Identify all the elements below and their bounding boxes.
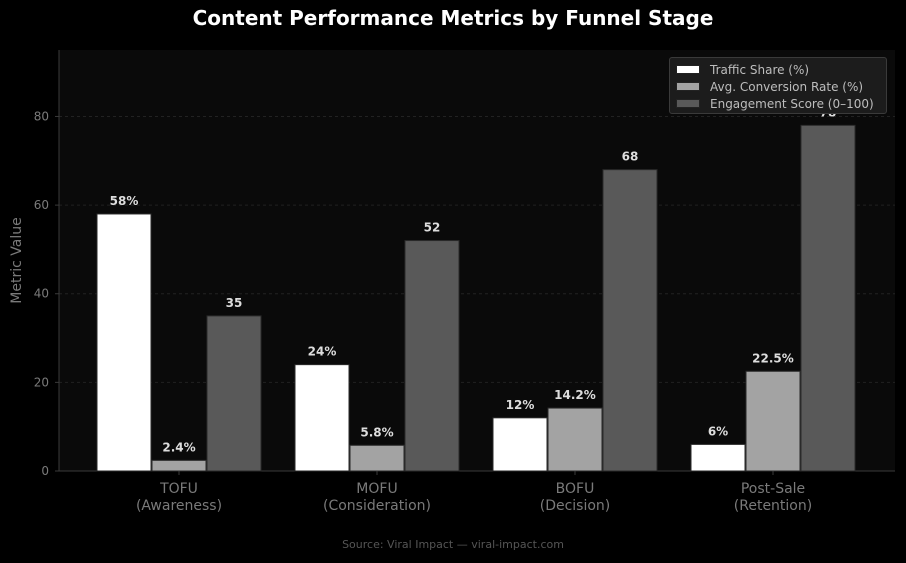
bar-4-series-3 [800, 124, 856, 472]
x-tick-label: (Consideration) [323, 498, 431, 514]
bar-3-series-3 [602, 169, 658, 472]
data-label: 24% [308, 345, 337, 359]
x-tick-label: (Decision) [540, 498, 611, 514]
bar-1-series-1 [96, 213, 152, 472]
legend-swatch-engagement-score [676, 99, 700, 108]
legend-item-engagement-score: Engagement Score (0–100) [676, 95, 880, 112]
bar-1-series-3 [206, 315, 262, 472]
legend-item-traffic-share: Traffic Share (%) [676, 61, 880, 78]
chart-source-note: Source: Viral Impact — viral-impact.com [342, 538, 564, 551]
x-tick-label: (Awareness) [136, 498, 222, 514]
legend-swatch-traffic-share [676, 65, 700, 74]
x-tick-label: TOFU [159, 481, 198, 497]
legend-item-conversion-rate: Avg. Conversion Rate (%) [676, 78, 880, 95]
y-tick-label: 60 [34, 198, 49, 212]
bar-2-series-1 [294, 364, 350, 472]
bar-2-series-3 [404, 240, 460, 472]
data-label: 14.2% [554, 388, 596, 402]
x-tick-label: MOFU [356, 481, 397, 497]
data-label: 5.8% [360, 425, 393, 439]
bar-1-series-2 [151, 459, 207, 472]
bar-3-series-1 [492, 417, 548, 472]
data-label: 68 [622, 150, 639, 164]
legend-swatch-conversion-rate [676, 82, 700, 91]
x-tick-label: (Retention) [734, 498, 812, 514]
y-tick-label: 80 [34, 109, 49, 123]
data-label: 22.5% [752, 351, 794, 365]
data-label: 12% [506, 398, 535, 412]
data-label: 35 [226, 296, 243, 310]
x-tick-label: Post-Sale [741, 481, 805, 497]
y-tick-label: 40 [34, 287, 49, 301]
legend-label-traffic-share: Traffic Share (%) [710, 62, 810, 77]
y-tick-label: 0 [41, 464, 49, 478]
bar-3-series-2 [547, 407, 603, 472]
data-label: 52 [424, 221, 441, 235]
chart-title: Content Performance Metrics by Funnel St… [192, 6, 714, 30]
data-label: 58% [110, 194, 139, 208]
chart-legend: Traffic Share (%) Avg. Conversion Rate (… [669, 57, 887, 114]
legend-label-conversion-rate: Avg. Conversion Rate (%) [710, 79, 864, 94]
bar-2-series-2 [349, 444, 405, 472]
bar-4-series-1 [690, 443, 746, 472]
y-tick-label: 20 [34, 375, 49, 389]
legend-label-engagement-score: Engagement Score (0–100) [710, 96, 874, 111]
y-axis-label: Metric Value [9, 217, 25, 303]
data-label: 6% [708, 424, 728, 438]
x-tick-label: BOFU [556, 481, 595, 497]
bar-4-series-2 [745, 370, 801, 472]
data-label: 2.4% [162, 440, 195, 454]
